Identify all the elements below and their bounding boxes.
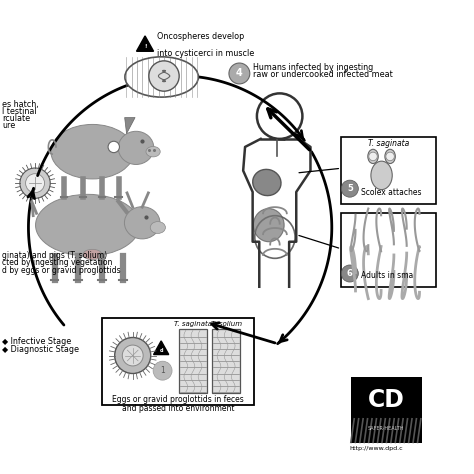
Polygon shape bbox=[137, 36, 154, 51]
Text: T. saginata: T. saginata bbox=[368, 139, 410, 148]
Ellipse shape bbox=[83, 249, 102, 260]
Text: Scolex attaches: Scolex attaches bbox=[361, 188, 422, 197]
Text: raw or undercooked infected meat: raw or undercooked infected meat bbox=[253, 70, 392, 79]
Circle shape bbox=[341, 265, 358, 282]
Text: T. solium: T. solium bbox=[210, 320, 242, 327]
Text: rculate: rculate bbox=[2, 114, 30, 123]
Ellipse shape bbox=[150, 222, 165, 234]
Circle shape bbox=[369, 152, 377, 161]
Text: d: d bbox=[159, 348, 163, 353]
Text: ginata) and pigs (T. solium): ginata) and pigs (T. solium) bbox=[2, 251, 108, 260]
Polygon shape bbox=[125, 118, 135, 134]
Text: ure: ure bbox=[2, 121, 16, 130]
Text: Adults in sma: Adults in sma bbox=[361, 271, 413, 280]
Circle shape bbox=[115, 337, 151, 374]
Text: !: ! bbox=[144, 44, 146, 49]
Ellipse shape bbox=[118, 131, 154, 164]
Ellipse shape bbox=[253, 169, 281, 196]
Circle shape bbox=[341, 180, 358, 197]
Text: Eggs or gravid proglottids in feces: Eggs or gravid proglottids in feces bbox=[112, 395, 244, 404]
Text: cted by ingesting vegetation: cted by ingesting vegetation bbox=[2, 258, 113, 267]
Circle shape bbox=[229, 63, 250, 84]
Ellipse shape bbox=[385, 149, 395, 164]
Text: Oncospheres develop: Oncospheres develop bbox=[157, 32, 244, 41]
Text: l testinal: l testinal bbox=[2, 107, 37, 116]
Ellipse shape bbox=[124, 207, 160, 239]
Bar bbox=[102, 318, 254, 405]
Circle shape bbox=[153, 361, 172, 380]
Text: ◆ Diagnostic Stage: ◆ Diagnostic Stage bbox=[2, 345, 79, 354]
Circle shape bbox=[108, 141, 119, 153]
Ellipse shape bbox=[125, 57, 199, 97]
Text: T. saginata: T. saginata bbox=[174, 320, 212, 327]
Ellipse shape bbox=[371, 161, 392, 190]
Text: 4: 4 bbox=[236, 68, 243, 79]
Text: 5: 5 bbox=[347, 184, 353, 193]
Bar bbox=[179, 329, 207, 393]
Text: http://www.dpd.c: http://www.dpd.c bbox=[350, 446, 403, 451]
Ellipse shape bbox=[368, 149, 378, 164]
Text: into cysticerci in muscle: into cysticerci in muscle bbox=[157, 49, 254, 58]
Text: 1: 1 bbox=[160, 366, 165, 375]
Bar bbox=[341, 137, 436, 204]
Ellipse shape bbox=[253, 209, 284, 242]
Text: es hatch,: es hatch, bbox=[2, 100, 39, 109]
Text: 6: 6 bbox=[347, 269, 353, 278]
Circle shape bbox=[122, 345, 143, 366]
Bar bbox=[212, 329, 240, 393]
Text: d by eggs or gravid proglottids: d by eggs or gravid proglottids bbox=[2, 265, 121, 274]
Text: SAFER·HEALTH: SAFER·HEALTH bbox=[368, 426, 405, 431]
Bar bbox=[351, 377, 422, 443]
Text: CD: CD bbox=[368, 388, 405, 412]
Ellipse shape bbox=[36, 194, 140, 256]
Text: and passed into environment: and passed into environment bbox=[121, 404, 234, 413]
Polygon shape bbox=[154, 341, 169, 355]
Ellipse shape bbox=[146, 146, 160, 157]
Circle shape bbox=[26, 173, 45, 192]
Circle shape bbox=[386, 152, 394, 161]
Text: Humans infected by ingesting: Humans infected by ingesting bbox=[253, 63, 373, 72]
Bar bbox=[341, 213, 436, 287]
Text: ◆ Infective Stage: ◆ Infective Stage bbox=[2, 337, 72, 346]
Circle shape bbox=[149, 61, 179, 91]
Circle shape bbox=[20, 168, 50, 198]
Ellipse shape bbox=[51, 124, 134, 179]
